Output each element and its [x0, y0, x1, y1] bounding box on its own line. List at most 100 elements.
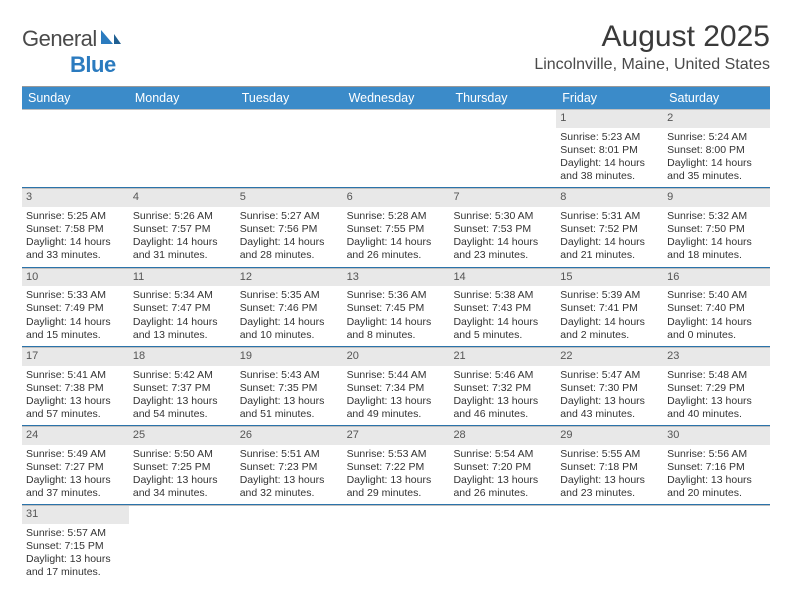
calendar-cell: 20Sunrise: 5:44 AMSunset: 7:34 PMDayligh… — [343, 347, 450, 425]
sail-icon — [99, 26, 123, 51]
calendar-week: 3Sunrise: 5:25 AMSunset: 7:58 PMDaylight… — [22, 188, 770, 267]
daylight-text: Daylight: 14 hours — [347, 316, 446, 329]
day-header: Saturday — [663, 87, 770, 109]
daylight-text: Daylight: 13 hours — [26, 474, 125, 487]
sunset-text: Sunset: 7:37 PM — [133, 382, 232, 395]
day-header-row: Sunday Monday Tuesday Wednesday Thursday… — [22, 87, 770, 109]
daylight-text: and 46 minutes. — [453, 408, 552, 421]
day-number: 18 — [129, 348, 236, 366]
day-header: Friday — [556, 87, 663, 109]
calendar-cell: 3Sunrise: 5:25 AMSunset: 7:58 PMDaylight… — [22, 188, 129, 266]
daylight-text: Daylight: 14 hours — [240, 316, 339, 329]
daylight-text: and 49 minutes. — [347, 408, 446, 421]
day-number: 15 — [556, 269, 663, 287]
page-subtitle: Lincolnville, Maine, United States — [534, 56, 770, 74]
day-number: 3 — [22, 189, 129, 207]
daylight-text: Daylight: 14 hours — [133, 316, 232, 329]
calendar-cell: 8Sunrise: 5:31 AMSunset: 7:52 PMDaylight… — [556, 188, 663, 266]
calendar-cell: 23Sunrise: 5:48 AMSunset: 7:29 PMDayligh… — [663, 347, 770, 425]
page-title: August 2025 — [534, 20, 770, 54]
day-number: 11 — [129, 269, 236, 287]
daylight-text: and 2 minutes. — [560, 329, 659, 342]
sunset-text: Sunset: 7:35 PM — [240, 382, 339, 395]
calendar-cell: 9Sunrise: 5:32 AMSunset: 7:50 PMDaylight… — [663, 188, 770, 266]
calendar-cell-empty — [129, 109, 236, 187]
sunset-text: Sunset: 7:58 PM — [26, 223, 125, 236]
daylight-text: and 57 minutes. — [26, 408, 125, 421]
sunrise-text: Sunrise: 5:43 AM — [240, 369, 339, 382]
sunset-text: Sunset: 7:27 PM — [26, 461, 125, 474]
calendar-cell-empty — [236, 505, 343, 583]
sunset-text: Sunset: 7:23 PM — [240, 461, 339, 474]
daylight-text: and 13 minutes. — [133, 329, 232, 342]
daylight-text: and 34 minutes. — [133, 487, 232, 500]
sunset-text: Sunset: 7:22 PM — [347, 461, 446, 474]
day-number: 13 — [343, 269, 450, 287]
day-number: 31 — [22, 506, 129, 524]
day-number: 14 — [449, 269, 556, 287]
sunrise-text: Sunrise: 5:57 AM — [26, 527, 125, 540]
sunset-text: Sunset: 7:53 PM — [453, 223, 552, 236]
sunrise-text: Sunrise: 5:46 AM — [453, 369, 552, 382]
sunrise-text: Sunrise: 5:41 AM — [26, 369, 125, 382]
calendar-cell: 29Sunrise: 5:55 AMSunset: 7:18 PMDayligh… — [556, 426, 663, 504]
daylight-text: and 8 minutes. — [347, 329, 446, 342]
daylight-text: and 5 minutes. — [453, 329, 552, 342]
day-number: 30 — [663, 427, 770, 445]
day-number: 19 — [236, 348, 343, 366]
calendar-cell-empty — [449, 109, 556, 187]
calendar-cell: 12Sunrise: 5:35 AMSunset: 7:46 PMDayligh… — [236, 268, 343, 346]
sunrise-text: Sunrise: 5:32 AM — [667, 210, 766, 223]
sunrise-text: Sunrise: 5:44 AM — [347, 369, 446, 382]
sunrise-text: Sunrise: 5:50 AM — [133, 448, 232, 461]
daylight-text: Daylight: 14 hours — [560, 157, 659, 170]
daylight-text: and 40 minutes. — [667, 408, 766, 421]
sunrise-text: Sunrise: 5:39 AM — [560, 289, 659, 302]
calendar-cell: 15Sunrise: 5:39 AMSunset: 7:41 PMDayligh… — [556, 268, 663, 346]
daylight-text: and 26 minutes. — [453, 487, 552, 500]
daylight-text: and 29 minutes. — [347, 487, 446, 500]
daylight-text: Daylight: 13 hours — [26, 395, 125, 408]
calendar-cell: 24Sunrise: 5:49 AMSunset: 7:27 PMDayligh… — [22, 426, 129, 504]
sunset-text: Sunset: 7:20 PM — [453, 461, 552, 474]
daylight-text: and 33 minutes. — [26, 249, 125, 262]
calendar-cell: 25Sunrise: 5:50 AMSunset: 7:25 PMDayligh… — [129, 426, 236, 504]
sunrise-text: Sunrise: 5:26 AM — [133, 210, 232, 223]
sunset-text: Sunset: 7:56 PM — [240, 223, 339, 236]
daylight-text: and 17 minutes. — [26, 566, 125, 579]
daylight-text: and 28 minutes. — [240, 249, 339, 262]
sunset-text: Sunset: 7:57 PM — [133, 223, 232, 236]
sunrise-text: Sunrise: 5:35 AM — [240, 289, 339, 302]
day-header: Wednesday — [343, 87, 450, 109]
day-header: Thursday — [449, 87, 556, 109]
sunrise-text: Sunrise: 5:34 AM — [133, 289, 232, 302]
day-number: 16 — [663, 269, 770, 287]
sunrise-text: Sunrise: 5:31 AM — [560, 210, 659, 223]
daylight-text: and 37 minutes. — [26, 487, 125, 500]
sunrise-text: Sunrise: 5:38 AM — [453, 289, 552, 302]
calendar-cell: 30Sunrise: 5:56 AMSunset: 7:16 PMDayligh… — [663, 426, 770, 504]
daylight-text: and 38 minutes. — [560, 170, 659, 183]
sunrise-text: Sunrise: 5:49 AM — [26, 448, 125, 461]
calendar-cell: 5Sunrise: 5:27 AMSunset: 7:56 PMDaylight… — [236, 188, 343, 266]
sunset-text: Sunset: 7:30 PM — [560, 382, 659, 395]
day-number: 28 — [449, 427, 556, 445]
sunrise-text: Sunrise: 5:36 AM — [347, 289, 446, 302]
sunset-text: Sunset: 7:18 PM — [560, 461, 659, 474]
daylight-text: and 32 minutes. — [240, 487, 339, 500]
daylight-text: and 23 minutes. — [453, 249, 552, 262]
day-number: 20 — [343, 348, 450, 366]
daylight-text: Daylight: 14 hours — [26, 316, 125, 329]
sunset-text: Sunset: 7:50 PM — [667, 223, 766, 236]
day-header: Sunday — [22, 87, 129, 109]
calendar-cell: 14Sunrise: 5:38 AMSunset: 7:43 PMDayligh… — [449, 268, 556, 346]
calendar-cell: 1Sunrise: 5:23 AMSunset: 8:01 PMDaylight… — [556, 109, 663, 187]
day-number: 25 — [129, 427, 236, 445]
daylight-text: and 35 minutes. — [667, 170, 766, 183]
daylight-text: and 43 minutes. — [560, 408, 659, 421]
sunrise-text: Sunrise: 5:40 AM — [667, 289, 766, 302]
day-number: 1 — [556, 110, 663, 128]
daylight-text: Daylight: 14 hours — [560, 236, 659, 249]
day-number: 9 — [663, 189, 770, 207]
sunset-text: Sunset: 7:52 PM — [560, 223, 659, 236]
